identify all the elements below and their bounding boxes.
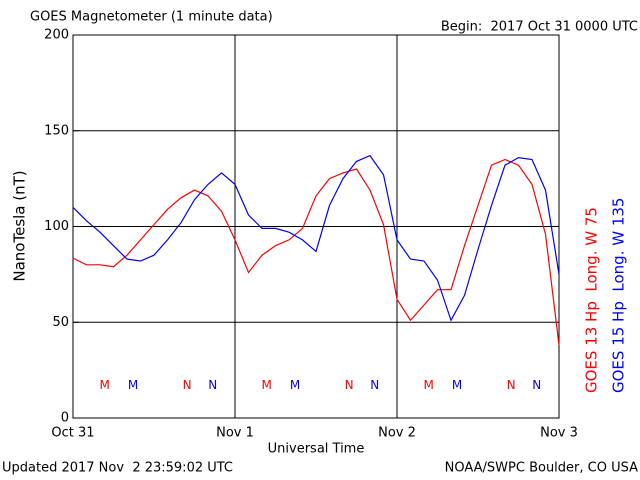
legend-entry: GOES 13 Hp Long. W 75 (583, 207, 601, 393)
time-marker: N (507, 378, 516, 392)
legend-entry: GOES 15 Hp Long. W 135 (610, 198, 628, 393)
x-tick-label: Nov 2 (378, 426, 416, 441)
time-marker: M (128, 378, 138, 392)
y-axis-label: NanoTesla (nT) (11, 170, 29, 281)
x-tick-label: Nov 3 (540, 426, 578, 441)
y-tick-label: 50 (52, 315, 69, 330)
x-tick-label: Oct 31 (51, 426, 94, 441)
footer-right: NOAA/SWPC Boulder, CO USA (445, 461, 638, 476)
series-line (72, 154, 560, 322)
time-marker: N (532, 378, 541, 392)
chart-subtitle: Begin: 2017 Oct 31 0000 UTC (441, 20, 638, 35)
time-marker: N (345, 378, 354, 392)
plot-frame (72, 34, 560, 419)
time-marker: M (262, 378, 272, 392)
time-marker: M (100, 378, 110, 392)
footer-left: Updated 2017 Nov 2 23:59:02 UTC (2, 461, 233, 476)
time-marker: N (370, 378, 379, 392)
y-tick-label: 150 (44, 123, 69, 138)
x-axis-label: Universal Time (268, 442, 365, 457)
time-marker: M (424, 378, 434, 392)
y-tick-label: 200 (44, 28, 69, 43)
y-tick-label: 0 (61, 411, 69, 426)
time-marker: N (183, 378, 192, 392)
time-marker: M (452, 378, 462, 392)
time-marker: N (208, 378, 217, 392)
series-line (72, 158, 560, 346)
chart-title: GOES Magnetometer (1 minute data) (30, 10, 273, 25)
x-tick-label: Nov 1 (216, 426, 254, 441)
y-tick-label: 100 (44, 219, 69, 234)
time-marker: M (290, 378, 300, 392)
